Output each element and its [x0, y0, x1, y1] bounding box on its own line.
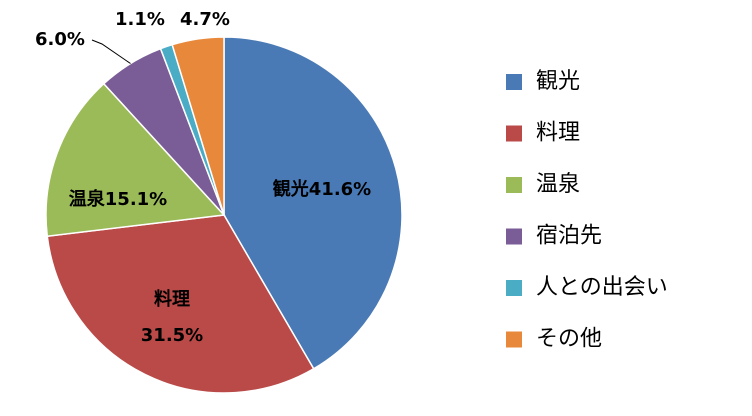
data-label-value: 1.1%	[115, 9, 165, 30]
data-label-value: 15.1%	[105, 189, 167, 210]
legend-swatch	[506, 177, 522, 193]
pie-slice	[45, 82, 226, 238]
legend-swatch	[506, 280, 522, 296]
data-label-name: 料理	[154, 288, 190, 310]
pie-slice	[171, 36, 225, 216]
data-label-value: 6.0%	[35, 29, 85, 50]
leader-line	[91, 39, 131, 64]
legend-label: その他	[536, 327, 602, 352]
data-label: 31.5%	[141, 325, 203, 346]
legend-label: 人との出会い	[536, 275, 668, 300]
legend-label: 温泉	[536, 172, 580, 197]
data-label: 1.1%	[115, 9, 165, 30]
data-label-name: 温泉	[69, 188, 106, 210]
pie-slice	[223, 36, 403, 370]
legend-swatch	[506, 125, 522, 142]
data-label: 観光41.6%	[273, 178, 371, 200]
data-label-value: 41.6%	[309, 179, 371, 200]
legend-label: 料理	[536, 121, 580, 146]
data-label: 6.0%	[35, 29, 85, 50]
legend-swatch	[506, 228, 522, 245]
legend-label: 宿泊先	[536, 224, 602, 249]
legend-swatch	[506, 331, 522, 348]
legend-swatch	[506, 74, 522, 90]
data-label: 4.7%	[180, 9, 230, 30]
data-label-name: 観光	[273, 178, 309, 200]
legend-label: 観光	[536, 69, 580, 94]
data-label: 温泉15.1%	[69, 188, 167, 210]
pie-slice	[46, 214, 315, 394]
data-label-value: 4.7%	[180, 9, 230, 30]
